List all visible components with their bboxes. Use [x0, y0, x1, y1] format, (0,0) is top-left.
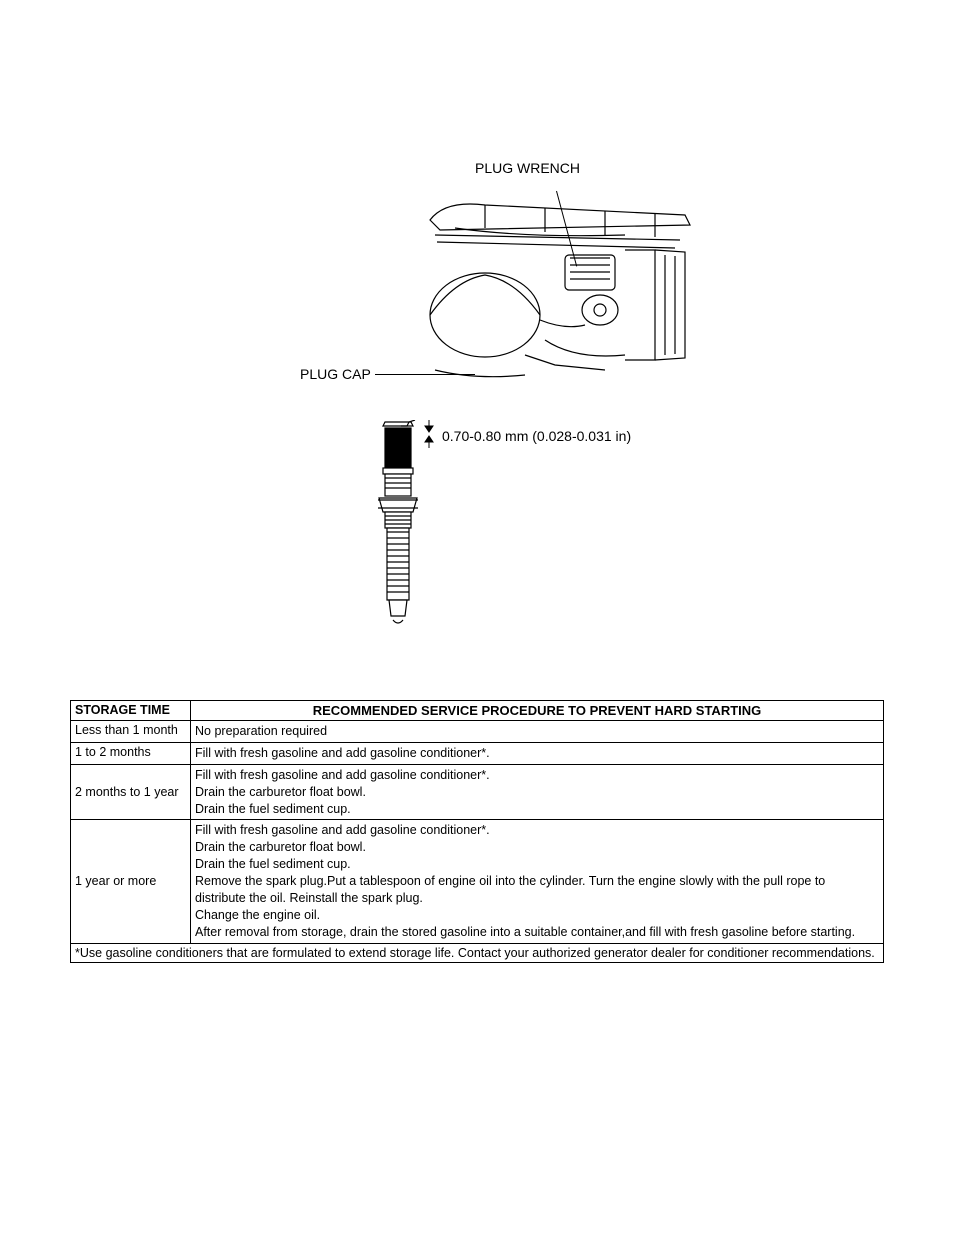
cell-time: Less than 1 month [71, 721, 191, 743]
spark-plug-icon [375, 420, 425, 630]
table-row: Less than 1 month No preparation require… [71, 721, 884, 743]
proc-line: Drain the carburetor float bowl. [195, 839, 879, 856]
storage-table-wrap: STORAGE TIME RECOMMENDED SERVICE PROCEDU… [70, 700, 884, 963]
table-header-row: STORAGE TIME RECOMMENDED SERVICE PROCEDU… [71, 701, 884, 721]
table-row: 1 year or more Fill with fresh gasoline … [71, 820, 884, 943]
cell-proc: No preparation required [191, 721, 884, 743]
footnote-cell: *Use gasoline conditioners that are form… [71, 943, 884, 962]
cell-time: 1 to 2 months [71, 742, 191, 764]
header-procedure: RECOMMENDED SERVICE PROCEDURE TO PREVENT… [191, 701, 884, 721]
table-footnote-row: *Use gasoline conditioners that are form… [71, 943, 884, 962]
cell-time: 1 year or more [71, 820, 191, 943]
proc-line: Fill with fresh gasoline and add gasolin… [195, 767, 879, 784]
cell-time: 2 months to 1 year [71, 764, 191, 820]
plug-wrench-label: PLUG WRENCH [475, 160, 580, 176]
cell-proc: Fill with fresh gasoline and add gasolin… [191, 742, 884, 764]
proc-line: Fill with fresh gasoline and add gasolin… [195, 745, 879, 762]
proc-line: Drain the fuel sediment cup. [195, 801, 879, 818]
leader-line [375, 374, 475, 375]
cell-proc: Fill with fresh gasoline and add gasolin… [191, 820, 884, 943]
gap-arrows-icon [420, 420, 438, 448]
spark-plug-diagram-area: 0.70-0.80 mm (0.028-0.031 in) [70, 420, 884, 660]
engine-drawing-icon [425, 180, 705, 400]
proc-line: Fill with fresh gasoline and add gasolin… [195, 822, 879, 839]
manual-page: PLUG WRENCH [0, 0, 954, 1023]
proc-line: No preparation required [195, 723, 879, 740]
proc-line: Drain the carburetor float bowl. [195, 784, 879, 801]
table-row: 1 to 2 months Fill with fresh gasoline a… [71, 742, 884, 764]
proc-line: After removal from storage, drain the st… [195, 924, 879, 941]
table-row: 2 months to 1 year Fill with fresh gasol… [71, 764, 884, 820]
engine-diagram-area: PLUG WRENCH [70, 160, 884, 420]
cell-proc: Fill with fresh gasoline and add gasolin… [191, 764, 884, 820]
header-storage-time: STORAGE TIME [71, 701, 191, 721]
proc-line: Change the engine oil. [195, 907, 879, 924]
storage-procedure-table: STORAGE TIME RECOMMENDED SERVICE PROCEDU… [70, 700, 884, 963]
proc-line: Remove the spark plug.Put a tablespoon o… [195, 873, 879, 907]
gap-spec-label: 0.70-0.80 mm (0.028-0.031 in) [442, 428, 631, 444]
proc-line: Drain the fuel sediment cup. [195, 856, 879, 873]
plug-cap-label: PLUG CAP [300, 366, 371, 382]
